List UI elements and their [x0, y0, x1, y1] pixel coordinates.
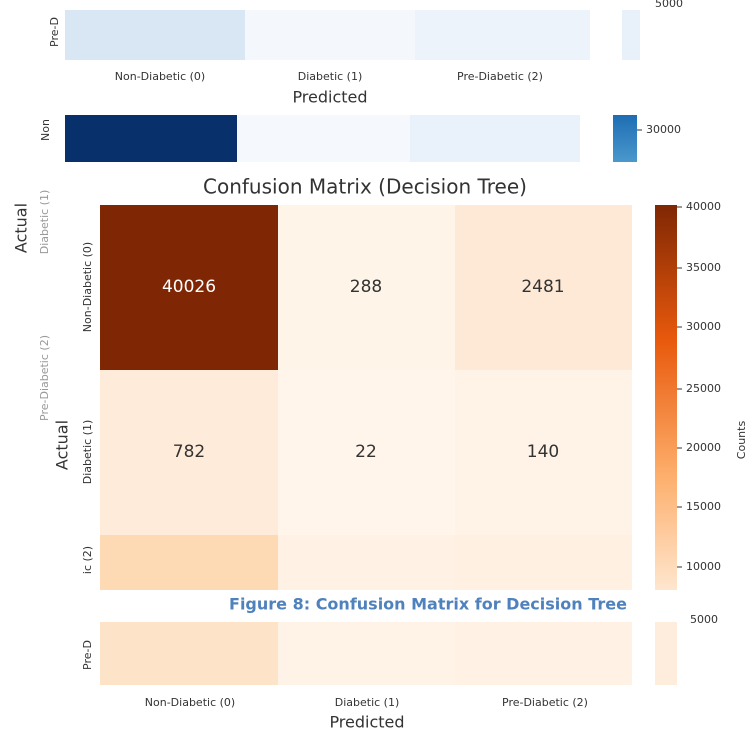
backdrop: [0, 166, 750, 204]
colorbar: [613, 115, 637, 162]
x-label: Diabetic (1): [298, 70, 363, 83]
bottom-fragment: 5000 Pre-D Non-Diabetic (0) Diabetic (1)…: [81, 613, 718, 732]
cell: [415, 10, 590, 60]
cell-value: 2481: [521, 277, 564, 297]
colorbar-ticks: 40000 35000 30000 25000 20000 15000 10000: [677, 200, 721, 573]
chart-title: Confusion Matrix (Decision Tree): [203, 175, 527, 199]
cell: [100, 370, 278, 535]
cell: [455, 205, 632, 370]
x-label: Pre-Diabetic (2): [502, 696, 588, 709]
cell: [237, 115, 410, 162]
caption-band: [0, 590, 750, 618]
cell-value: 140: [527, 442, 559, 462]
cell: [100, 205, 278, 370]
cell: [278, 205, 455, 370]
colorbar-tick: 40000: [686, 200, 721, 213]
overlap-y-axis-label: Actual: [12, 203, 31, 253]
y-axis-label: Actual: [53, 420, 72, 470]
cell: [278, 622, 455, 685]
row-label: Pre-D: [81, 640, 94, 670]
cell: [410, 115, 580, 162]
cell: [100, 535, 278, 590]
cell: [278, 370, 455, 535]
cell: [455, 370, 632, 535]
top-fragment: 5000 Pre-D Non-Diabetic (0) Diabetic (1)…: [48, 0, 683, 107]
cell-value: 40026: [162, 277, 216, 297]
colorbar-tick: 15000: [686, 500, 721, 513]
cell-value: 288: [350, 277, 382, 297]
x-label: Non-Diabetic (0): [115, 70, 205, 83]
colorbar-tick: 30000: [646, 123, 681, 136]
cell: [455, 535, 632, 590]
x-label: Pre-Diabetic (2): [457, 70, 543, 83]
caption: Figure 8: Confusion Matrix for Decision …: [229, 595, 627, 614]
colorbar: [655, 622, 677, 685]
cell: [65, 10, 245, 60]
cell-value: 22: [355, 442, 377, 462]
x-axis-label: Predicted: [292, 88, 367, 107]
cell: [455, 622, 632, 685]
cell: [245, 10, 415, 60]
x-axis-label: Predicted: [329, 713, 404, 732]
colorbar-tick: 25000: [686, 382, 721, 395]
x-label: Diabetic (1): [335, 696, 400, 709]
row-label: ic (2): [81, 546, 94, 574]
main-chart: Confusion Matrix (Decision Tree) 40026 2…: [0, 166, 750, 590]
colorbar-tick: 20000: [686, 441, 721, 454]
overlap-row-label: Diabetic (1): [38, 190, 51, 255]
colorbar-tick: 30000: [686, 320, 721, 333]
colorbar-tick: 5000: [655, 0, 683, 10]
cell-value: 782: [173, 442, 205, 462]
colorbar-label: Counts: [735, 421, 748, 460]
colorbar-tick: 35000: [686, 261, 721, 274]
row-label: Pre-D: [48, 17, 61, 47]
cell: [65, 115, 237, 162]
row-label: Non-Diabetic (0): [81, 242, 94, 332]
cell: [278, 535, 455, 590]
colorbar-tick: 5000: [690, 613, 718, 626]
colorbar-tick: 10000: [686, 560, 721, 573]
cell: [100, 622, 278, 685]
colorbar: [655, 205, 677, 590]
x-label: Non-Diabetic (0): [145, 696, 235, 709]
row-label: Non: [39, 119, 52, 141]
row-label: Diabetic (1): [81, 420, 94, 485]
overlap-row-label: Pre-Diabetic (2): [38, 335, 51, 421]
middle-fragment: 30000 Non: [39, 115, 681, 162]
colorbar: [622, 10, 640, 60]
